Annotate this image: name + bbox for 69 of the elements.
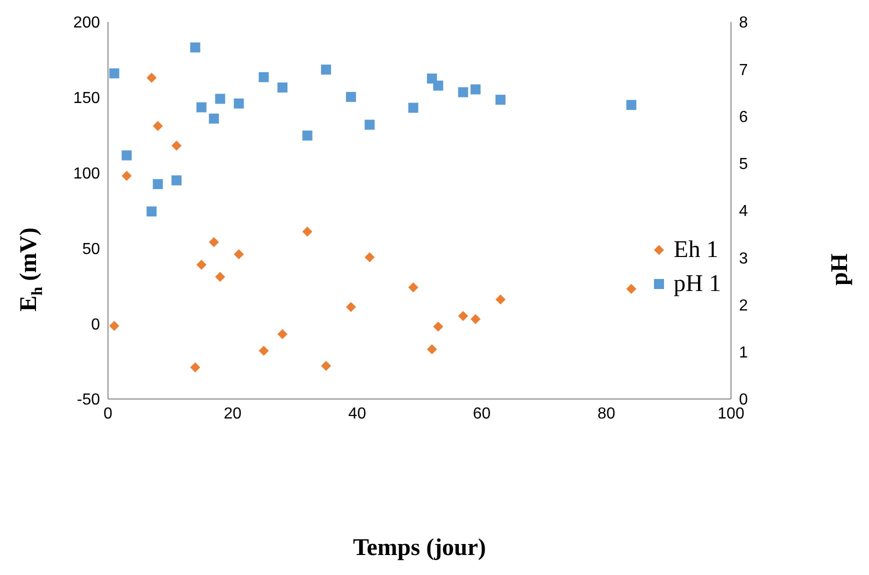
y-tick-label: 100: [73, 165, 100, 182]
point: [364, 252, 375, 262]
point: [458, 87, 468, 98]
point: [426, 344, 437, 354]
point: [277, 82, 288, 93]
point: [408, 102, 418, 113]
point: [208, 114, 219, 124]
point: [458, 311, 468, 322]
point: [626, 100, 636, 110]
x-tick-label: 20: [224, 405, 242, 422]
point: [234, 249, 244, 260]
point: [433, 80, 444, 91]
point: [146, 206, 157, 216]
point: [196, 260, 206, 270]
y2-tick-label: 7: [739, 62, 748, 79]
point: [190, 362, 200, 372]
y-tick-label: 50: [82, 240, 100, 258]
point: [258, 72, 269, 82]
x-tick-label: 60: [472, 405, 491, 422]
y2-tick-label: 6: [739, 108, 748, 126]
y2-tick-label: 2: [739, 297, 748, 314]
x-axis-title: Temps (jour): [352, 534, 486, 561]
point: [109, 320, 120, 331]
point: [234, 98, 244, 109]
point: [258, 346, 269, 356]
point: [122, 150, 132, 160]
point: [172, 140, 182, 151]
point: [152, 121, 163, 132]
point: [321, 64, 332, 75]
x-tick-label: 80: [598, 405, 616, 422]
point: [495, 94, 506, 105]
point: [172, 175, 182, 186]
y2-tick-label: 4: [739, 203, 748, 220]
point: [346, 302, 356, 312]
point: [190, 42, 200, 52]
point: [146, 72, 157, 83]
y2-tick-label: 1: [739, 344, 748, 362]
y-tick-label: 0: [91, 316, 100, 334]
y2-tick-label: 3: [739, 250, 748, 268]
x-tick-label: 0: [104, 405, 113, 422]
point: [215, 94, 226, 104]
point: [277, 329, 288, 340]
point: [302, 130, 312, 141]
point: [364, 120, 375, 130]
point: [321, 360, 332, 371]
point: [470, 84, 481, 94]
y2-tick-label: 5: [739, 156, 748, 174]
y2-axis-title: pH: [826, 253, 853, 286]
x-tick-label: 100: [718, 405, 744, 422]
y-tick-label: 200: [73, 14, 100, 32]
point: [109, 68, 120, 78]
x-tick-label: 40: [348, 405, 366, 422]
point: [196, 102, 206, 112]
point: [408, 282, 418, 292]
point: [470, 314, 481, 324]
y-tick-label: 150: [73, 90, 100, 108]
legend-label: pH 1: [674, 270, 721, 298]
point: [122, 170, 132, 181]
point: [152, 179, 163, 190]
point: [215, 272, 226, 282]
point: [346, 92, 356, 102]
point: [495, 294, 506, 304]
point: [626, 284, 636, 294]
point: [208, 237, 219, 248]
y-tick-label: -50: [76, 392, 100, 409]
point: [302, 226, 312, 237]
y2-tick-label: 8: [739, 14, 748, 32]
legend-label: Eh 1: [674, 236, 718, 264]
point: [433, 322, 444, 332]
